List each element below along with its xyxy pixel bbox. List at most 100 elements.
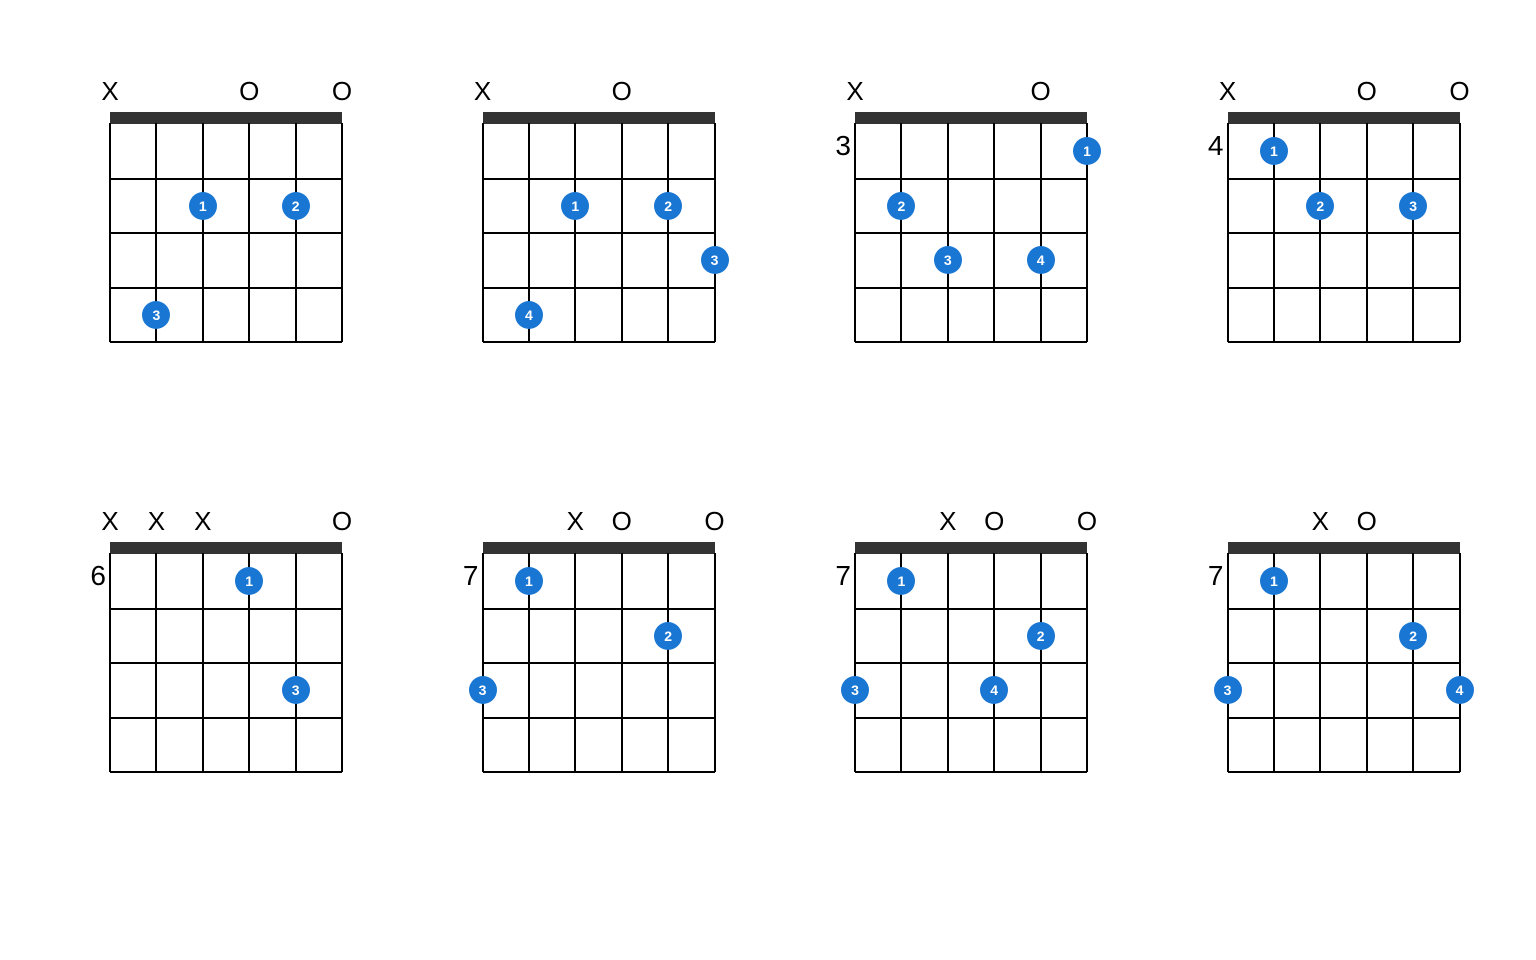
string-line [1459,123,1461,342]
chord-diagram: XXXO613 [82,508,342,808]
string-line [1412,553,1414,772]
finger-dot: 2 [654,192,682,220]
string-markers-row: XOO [110,78,342,106]
string-line [482,553,484,772]
fret-line [1228,232,1460,234]
string-markers-row: XO [855,78,1087,106]
finger-dot: 3 [701,246,729,274]
string-markers-row: XO [1228,508,1460,536]
chord-diagram-grid: XOO123XO1234XO31234XOO4123XXXO613XOO7123… [82,78,1462,808]
finger-dot: 1 [1260,567,1288,595]
string-line [1040,553,1042,772]
string-line [1366,123,1368,342]
chord-diagram: XO1234 [455,78,715,378]
mute-marker: X [1219,78,1236,104]
fret-line [855,662,1087,664]
string-line [667,123,669,342]
fret-line [483,608,715,610]
nut [483,542,715,554]
fretboard: 123 [483,542,715,772]
fret-line [1228,341,1460,343]
finger-dot: 2 [654,622,682,650]
fretboard: 13 [110,542,342,772]
string-line [993,123,995,342]
string-line [1319,123,1321,342]
string-markers-row: XOO [855,508,1087,536]
fret-line [110,608,342,610]
nut [1228,112,1460,124]
nut [110,542,342,554]
string-markers-row: XOO [483,508,715,536]
fretboard: 1234 [1228,542,1460,772]
string-markers-row: XOO [1228,78,1460,106]
string-line [900,123,902,342]
fret-line [855,771,1087,773]
mute-marker: X [474,78,491,104]
fret-line [1228,662,1460,664]
finger-dot: 4 [1446,676,1474,704]
string-line [1319,553,1321,772]
fretboard: 1234 [855,112,1087,342]
fret-position-label: 3 [827,132,851,160]
finger-dot: 2 [282,192,310,220]
string-line [1459,553,1461,772]
fret-line [1228,287,1460,289]
string-line [621,553,623,772]
string-line [341,553,343,772]
string-line [574,123,576,342]
string-markers-row: XXXO [110,508,342,536]
finger-dot: 1 [515,567,543,595]
open-marker: O [239,78,259,104]
fret-line [110,232,342,234]
string-line [714,553,716,772]
finger-dot: 2 [887,192,915,220]
fret-position-label: 4 [1200,132,1224,160]
string-line [1040,123,1042,342]
fret-line [855,608,1087,610]
string-line [1412,123,1414,342]
fret-line [855,178,1087,180]
string-line [482,123,484,342]
fret-line [110,717,342,719]
string-line [947,123,949,342]
finger-dot: 3 [1399,192,1427,220]
fret-position-label: 7 [1200,562,1224,590]
nut [855,542,1087,554]
string-line [574,553,576,772]
fret-line [855,341,1087,343]
fret-line [483,287,715,289]
open-marker: O [332,78,352,104]
string-line [947,553,949,772]
string-line [248,123,250,342]
chord-diagram: XOO7123 [455,508,715,808]
fretboard: 1234 [855,542,1087,772]
string-line [295,123,297,342]
string-line [854,553,856,772]
finger-dot: 1 [189,192,217,220]
fret-line [1228,717,1460,719]
mute-marker: X [567,508,584,534]
string-line [714,123,716,342]
finger-dot: 1 [887,567,915,595]
mute-marker: X [148,508,165,534]
open-marker: O [612,508,632,534]
fret-line [483,771,715,773]
finger-dot: 3 [934,246,962,274]
fret-line [483,341,715,343]
finger-dot: 1 [561,192,589,220]
string-line [621,123,623,342]
chord-diagram: XO71234 [1200,508,1460,808]
open-marker: O [984,508,1004,534]
fret-line [483,717,715,719]
open-marker: O [1030,78,1050,104]
chord-diagram: XO31234 [827,78,1087,378]
string-line [202,123,204,342]
chord-diagram: XOO4123 [1200,78,1460,378]
string-line [109,123,111,342]
chord-diagram: XOO123 [82,78,342,378]
finger-dot: 2 [1306,192,1334,220]
fret-line [110,662,342,664]
fret-line [855,717,1087,719]
string-line [1227,553,1229,772]
fretboard: 1234 [483,112,715,342]
